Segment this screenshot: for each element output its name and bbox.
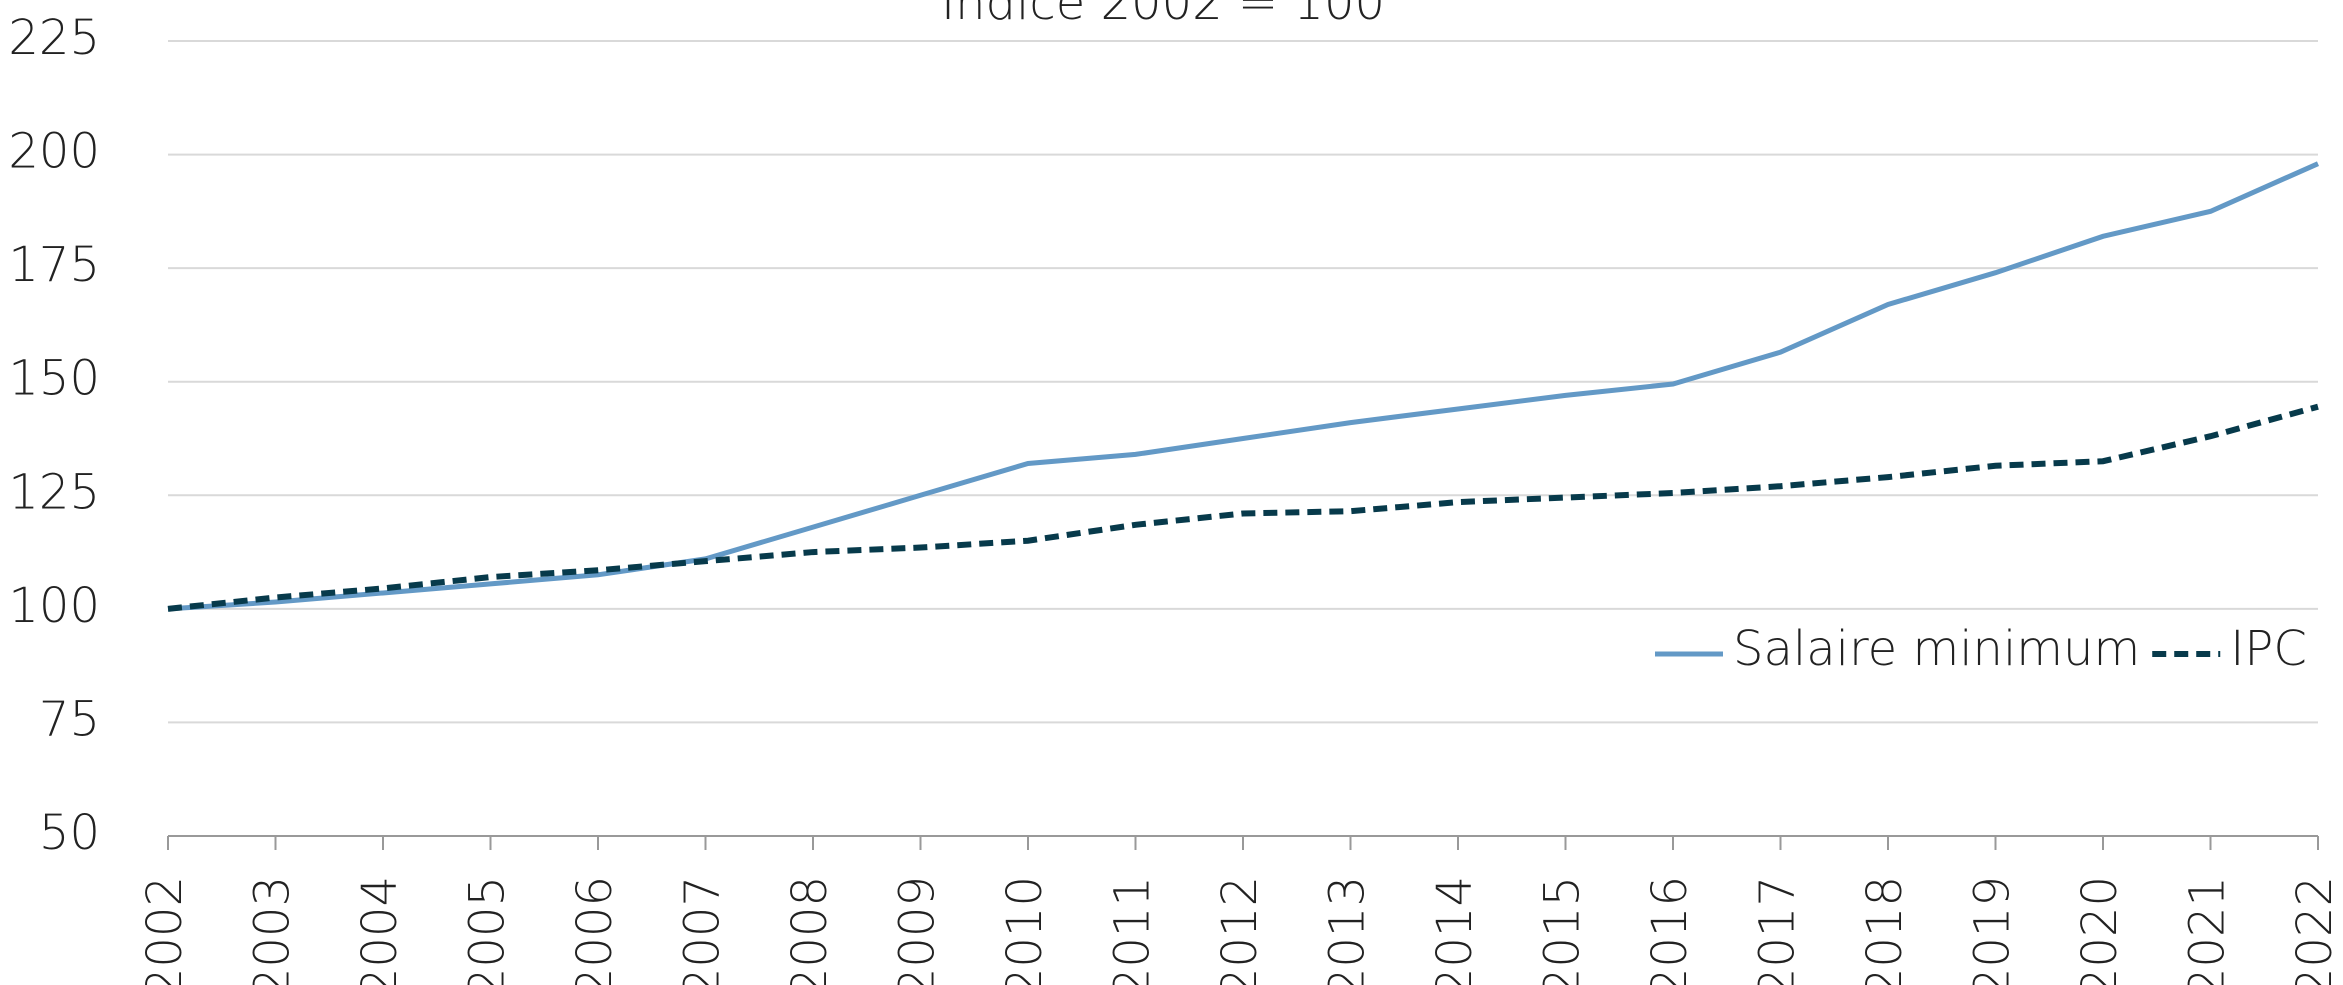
x-tick-label: 2009 [890, 876, 946, 985]
x-tick-label: 2010 [997, 876, 1053, 985]
x-tick-label: 2008 [782, 876, 838, 985]
y-tick-label: 175 [8, 237, 100, 293]
x-tick-label: 2020 [2072, 876, 2128, 985]
x-tick-label: 2021 [2180, 876, 2236, 985]
x-tick-label: 2017 [1750, 876, 1806, 985]
x-tick-label: 2018 [1857, 876, 1913, 985]
legend-label: Salaire minimum [1733, 621, 2140, 677]
x-tick-label: 2022 [2287, 876, 2343, 985]
y-tick-label: 50 [39, 805, 100, 861]
x-tick-label: 2013 [1320, 876, 1376, 985]
x-tick-label: 2006 [567, 876, 623, 985]
y-tick-label: 150 [8, 351, 100, 407]
x-tick-label: 2002 [137, 876, 193, 985]
y-tick-label: 125 [8, 464, 100, 520]
x-tick-label: 2012 [1212, 876, 1268, 985]
series-line [167, 403, 2319, 612]
y-tick-label: 225 [8, 10, 100, 66]
legend-label: IPC [2230, 621, 2307, 677]
x-tick-label: 2004 [352, 876, 408, 985]
chart-title: Indice 2002 = 100 [941, 0, 1385, 31]
y-tick-label: 100 [8, 578, 100, 634]
y-tick-label: 75 [39, 691, 100, 747]
x-tick-label: 2019 [1965, 876, 2021, 985]
x-tick-label: 2016 [1642, 876, 1698, 985]
x-tick-label: 2007 [675, 876, 731, 985]
x-tick-label: 2005 [460, 876, 516, 985]
series-line [167, 161, 2320, 612]
x-tick-label: 2003 [245, 876, 301, 985]
x-tick-label: 2015 [1535, 876, 1591, 985]
x-tick-label: 2011 [1105, 876, 1161, 985]
y-tick-label: 200 [8, 124, 100, 180]
x-tick-label: 2014 [1427, 876, 1483, 985]
